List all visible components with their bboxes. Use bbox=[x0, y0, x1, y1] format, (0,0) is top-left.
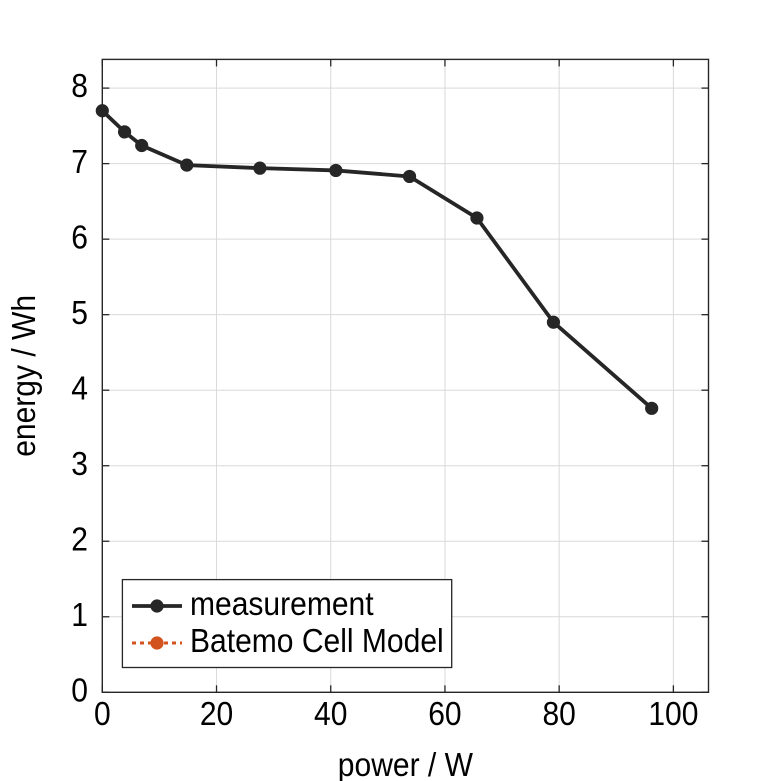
svg-text:100: 100 bbox=[648, 695, 698, 732]
svg-text:5: 5 bbox=[71, 294, 88, 331]
svg-text:4: 4 bbox=[71, 369, 88, 406]
svg-text:20: 20 bbox=[200, 695, 233, 732]
svg-text:80: 80 bbox=[542, 695, 575, 732]
svg-text:3: 3 bbox=[71, 445, 88, 482]
svg-text:power / W: power / W bbox=[338, 746, 474, 781]
svg-text:0: 0 bbox=[71, 672, 88, 709]
svg-text:2: 2 bbox=[71, 520, 88, 557]
svg-text:0: 0 bbox=[94, 695, 111, 732]
svg-text:60: 60 bbox=[428, 695, 461, 732]
svg-text:energy / Wh: energy / Wh bbox=[5, 295, 42, 457]
svg-text:8: 8 bbox=[71, 67, 88, 104]
svg-text:1: 1 bbox=[71, 596, 88, 633]
svg-text:7: 7 bbox=[71, 143, 88, 180]
svg-text:measurement: measurement bbox=[190, 585, 374, 622]
svg-text:40: 40 bbox=[314, 695, 347, 732]
svg-text:6: 6 bbox=[71, 218, 88, 255]
svg-text:Batemo Cell Model: Batemo Cell Model bbox=[190, 622, 444, 659]
